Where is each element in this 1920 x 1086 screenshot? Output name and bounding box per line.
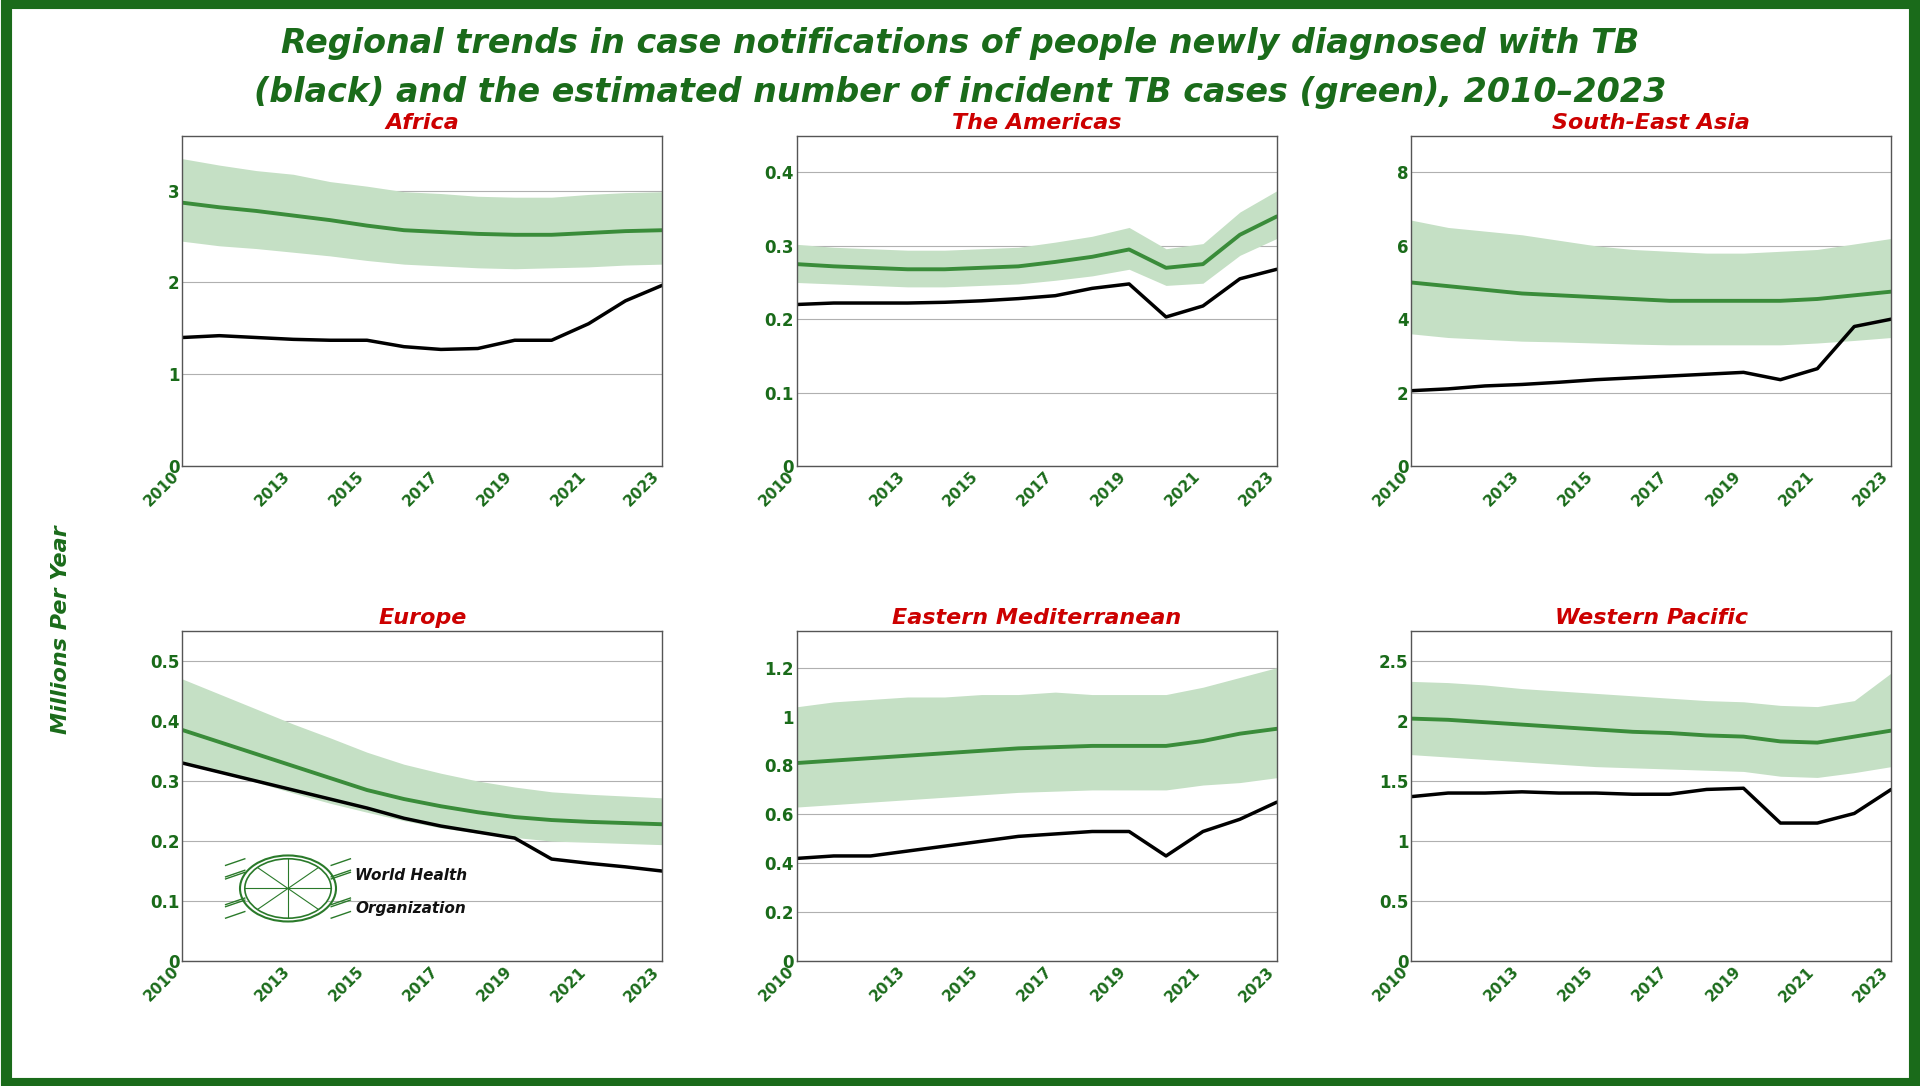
Text: (black) and the estimated number of incident TB cases (green), 2010–2023: (black) and the estimated number of inci…: [253, 76, 1667, 109]
Title: The Americas: The Americas: [952, 113, 1121, 132]
Text: World Health: World Health: [355, 868, 467, 883]
Circle shape: [246, 859, 330, 918]
Text: Millions Per Year: Millions Per Year: [52, 526, 71, 734]
Title: Europe: Europe: [378, 608, 467, 628]
Text: Organization: Organization: [355, 900, 467, 915]
Title: South-East Asia: South-East Asia: [1551, 113, 1751, 132]
Title: Eastern Mediterranean: Eastern Mediterranean: [893, 608, 1181, 628]
Title: Western Pacific: Western Pacific: [1555, 608, 1747, 628]
Text: Regional trends in case notifications of people newly diagnosed with TB: Regional trends in case notifications of…: [280, 27, 1640, 60]
Title: Africa: Africa: [386, 113, 459, 132]
